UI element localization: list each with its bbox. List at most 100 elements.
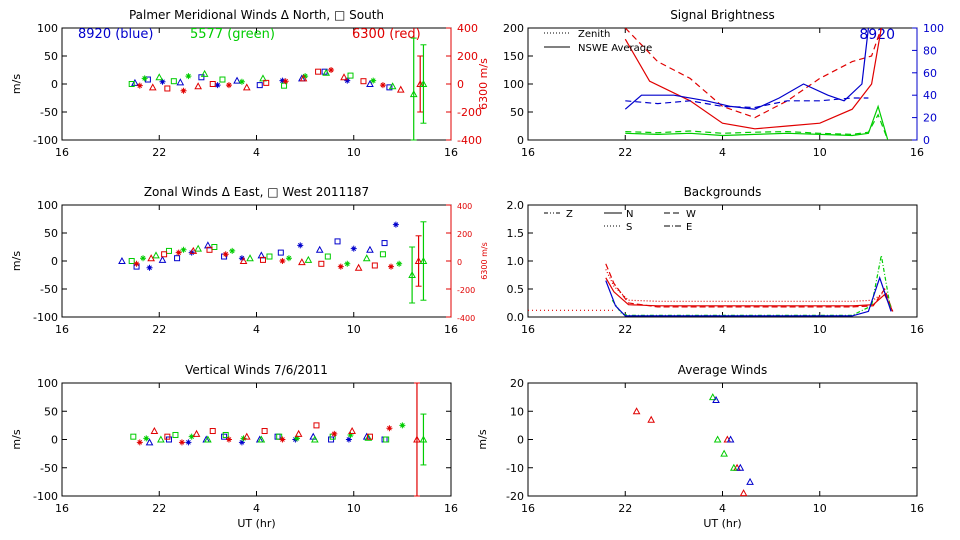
line-series-group bbox=[528, 255, 894, 317]
x-tick-label: 16 bbox=[444, 502, 458, 515]
y2-tick-label: -200 bbox=[457, 286, 475, 295]
meridional-winds-panel: Palmer Meridional Winds Δ North, □ South… bbox=[10, 8, 490, 159]
data-point bbox=[221, 433, 228, 440]
data-point bbox=[318, 260, 325, 267]
y-tick-label: 1.5 bbox=[507, 227, 525, 240]
data-point bbox=[396, 260, 403, 267]
y-tick-label: -100 bbox=[33, 134, 58, 147]
data-point bbox=[259, 74, 267, 82]
x-tick-label: 16 bbox=[55, 502, 69, 515]
data-point bbox=[222, 431, 229, 438]
data-point bbox=[140, 255, 147, 262]
data-point bbox=[242, 432, 251, 440]
y2-tick-label: 0 bbox=[457, 78, 464, 91]
data-point bbox=[214, 82, 221, 89]
data-point bbox=[344, 260, 351, 267]
data-point bbox=[388, 263, 395, 270]
y-tick-label: -50 bbox=[40, 462, 58, 475]
data-point bbox=[647, 415, 656, 423]
x-tick-label: 4 bbox=[719, 146, 726, 159]
data-point bbox=[322, 68, 331, 76]
data-point bbox=[730, 463, 738, 471]
data-point bbox=[392, 221, 399, 228]
y2-axis-label: 8920 bbox=[859, 27, 895, 43]
data-point bbox=[348, 426, 356, 435]
x-tick-label: 16 bbox=[910, 323, 924, 336]
data-point bbox=[174, 255, 181, 262]
data-point bbox=[274, 433, 281, 440]
data-point bbox=[131, 78, 139, 86]
data-point bbox=[708, 393, 717, 401]
y-tick-label: 1.0 bbox=[507, 255, 525, 268]
x-tick-label: 10 bbox=[347, 323, 361, 336]
y-tick-label: 2.0 bbox=[507, 199, 525, 212]
data-point bbox=[311, 435, 319, 443]
data-point bbox=[229, 247, 236, 254]
data-point bbox=[209, 81, 216, 87]
series-line bbox=[605, 269, 894, 312]
data-point bbox=[147, 254, 155, 262]
data-point bbox=[328, 67, 335, 73]
y2-axis-label: 6300 m/s bbox=[480, 242, 489, 280]
data-point bbox=[371, 262, 378, 269]
data-point bbox=[165, 247, 172, 254]
data-point bbox=[746, 477, 754, 485]
data-point bbox=[238, 255, 245, 262]
y-axis-label: m/s bbox=[10, 429, 23, 449]
data-point bbox=[379, 251, 386, 258]
data-point bbox=[396, 85, 405, 93]
data-point bbox=[136, 439, 143, 446]
data-point bbox=[238, 439, 245, 446]
data-point bbox=[304, 255, 313, 263]
data-point bbox=[136, 82, 143, 89]
data-point bbox=[152, 251, 160, 259]
y-tick-label: 50 bbox=[44, 227, 58, 240]
data-point bbox=[175, 249, 182, 256]
data-point bbox=[242, 83, 251, 91]
data-point bbox=[259, 256, 266, 263]
y-tick-label: -100 bbox=[33, 311, 58, 324]
zonal-winds-panel: Zonal Winds Δ East, □ West 2011187 16 22 4 1… bbox=[10, 185, 489, 336]
legend-label: E bbox=[686, 222, 692, 233]
y-tick-label: 100 bbox=[37, 377, 58, 390]
data-point bbox=[399, 422, 406, 429]
data-point bbox=[381, 436, 388, 443]
y2-tick-label: 400 bbox=[457, 22, 478, 35]
data-point bbox=[347, 72, 354, 79]
data-point bbox=[118, 256, 126, 264]
data-point bbox=[366, 245, 374, 253]
data-point bbox=[324, 253, 331, 260]
line-series-group bbox=[624, 28, 889, 140]
error-bar-point bbox=[419, 79, 428, 87]
y-tick-label: 0 bbox=[51, 78, 58, 91]
legend-label: Zenith bbox=[578, 29, 610, 40]
data-point bbox=[362, 254, 371, 262]
data-point bbox=[164, 433, 171, 440]
y-tick-label: 200 bbox=[503, 22, 524, 35]
data-point bbox=[246, 254, 254, 262]
x-tick-label: 10 bbox=[347, 146, 361, 159]
y-tick-label: 0 bbox=[517, 434, 524, 447]
legend-label: Z bbox=[566, 209, 573, 220]
data-point bbox=[143, 435, 150, 442]
data-point bbox=[240, 435, 247, 442]
error-bar-point bbox=[419, 256, 428, 264]
data-point bbox=[211, 244, 218, 250]
data-point bbox=[299, 74, 308, 82]
data-point bbox=[155, 73, 164, 81]
error-bar-point bbox=[414, 256, 423, 264]
data-point bbox=[204, 435, 212, 443]
y2-tick-label: 0 bbox=[457, 258, 462, 267]
data-point bbox=[347, 431, 354, 438]
data-point bbox=[180, 246, 187, 253]
data-point bbox=[261, 428, 268, 435]
legend-label: NSWE Average bbox=[578, 43, 652, 54]
x-axis-label: UT (hr) bbox=[703, 517, 741, 530]
data-point bbox=[222, 251, 229, 258]
data-point bbox=[297, 242, 304, 249]
data-point bbox=[180, 87, 187, 94]
x-tick-label: 16 bbox=[910, 146, 924, 159]
y-tick-label: 150 bbox=[503, 50, 524, 63]
y-tick-label: 0 bbox=[51, 434, 58, 447]
y-tick-label: 50 bbox=[44, 50, 58, 63]
